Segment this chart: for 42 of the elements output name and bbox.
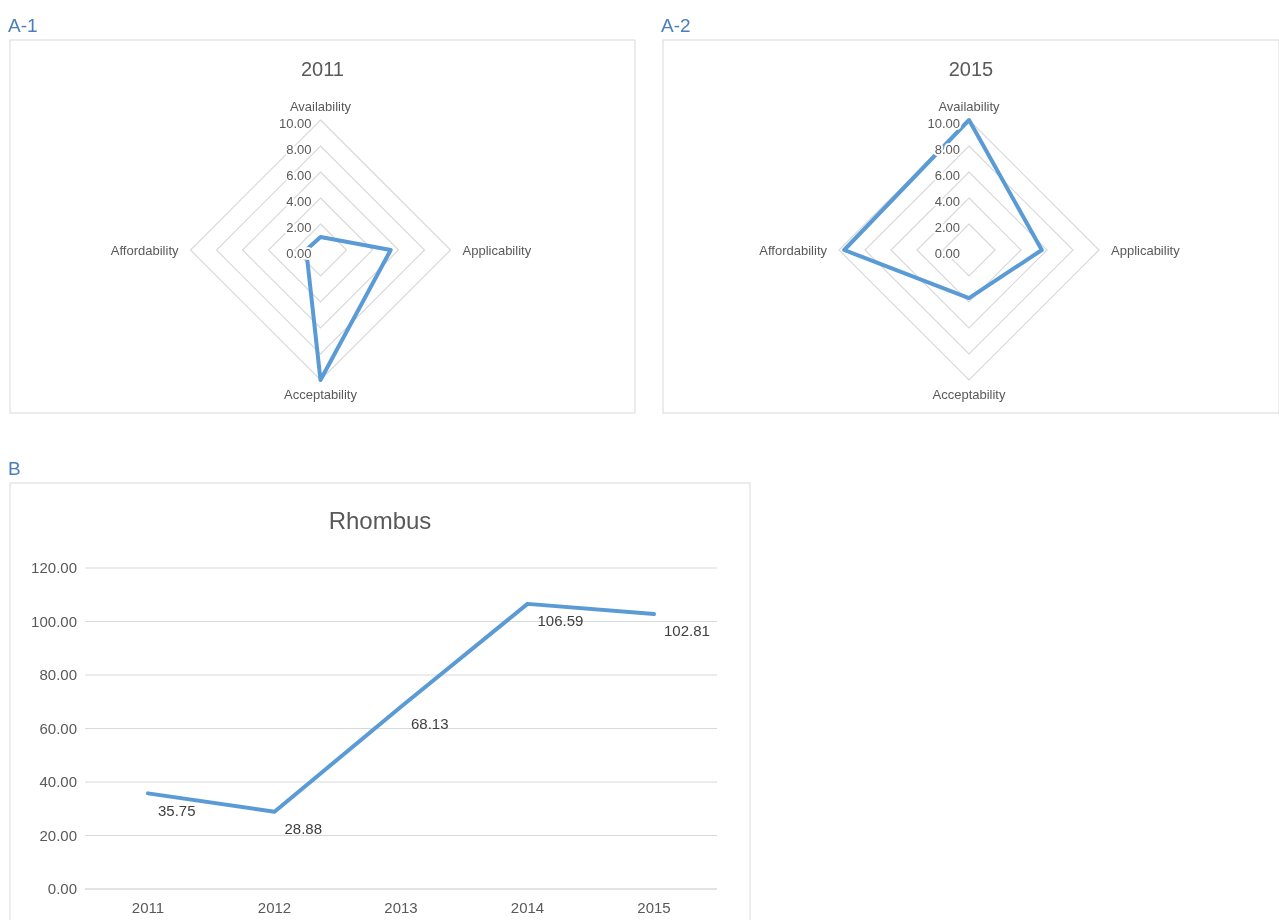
y-tick-label: 100.00 <box>31 612 77 630</box>
y-tick-label: 80.00 <box>39 666 77 684</box>
chart-title: 2015 <box>948 58 994 80</box>
data-label: 68.13 <box>411 715 449 732</box>
y-tick-label: 6.00 <box>286 167 312 183</box>
y-tick-label: 20.00 <box>39 826 77 844</box>
y-tick-label: 10.00 <box>278 115 312 131</box>
x-tick-label: 2014 <box>510 899 545 916</box>
spoke-label: Availability <box>938 98 1001 114</box>
y-tick-label: 60.00 <box>39 719 77 737</box>
y-tick-label: 2.00 <box>286 219 312 235</box>
y-tick-label: 0.00 <box>47 880 77 898</box>
data-label: 102.81 <box>664 622 710 640</box>
spoke-label: Applicability <box>462 242 532 258</box>
y-tick-label: 4.00 <box>286 193 312 209</box>
chart-title: 2011 <box>300 58 345 80</box>
y-tick-label: 6.00 <box>934 167 960 183</box>
y-tick-label: 40.00 <box>39 773 77 791</box>
text: A-1 <box>8 15 38 36</box>
y-tick-label: 120.00 <box>31 559 77 577</box>
spoke-label: Applicability <box>1111 242 1181 258</box>
x-tick-label: 2012 <box>257 899 292 916</box>
x-tick-label: 2015 <box>637 899 671 916</box>
y-tick-label: 0.00 <box>934 245 960 261</box>
y-tick-label: 10.00 <box>927 115 960 131</box>
data-label: 35.75 <box>158 801 196 819</box>
spoke-label: Affordability <box>759 242 828 258</box>
x-tick-label: 2011 <box>131 899 165 916</box>
line-series <box>146 601 656 814</box>
y-tick-label: 8.00 <box>286 141 312 157</box>
x-tick-label: 2013 <box>384 899 418 916</box>
spoke-label: Acceptability <box>284 386 358 402</box>
spoke-label: Availability <box>289 98 352 114</box>
data-label: 28.88 <box>284 820 323 837</box>
y-tick-label: 2.00 <box>934 219 960 235</box>
spoke-label: Acceptability <box>932 386 1006 402</box>
text: B <box>8 458 21 479</box>
y-tick-label: 4.00 <box>934 193 960 209</box>
spoke-label: Affordability <box>110 242 179 258</box>
text: A-2 <box>661 15 691 36</box>
chart-title: Rhombus <box>328 507 432 534</box>
data-label: 106.59 <box>537 612 584 630</box>
